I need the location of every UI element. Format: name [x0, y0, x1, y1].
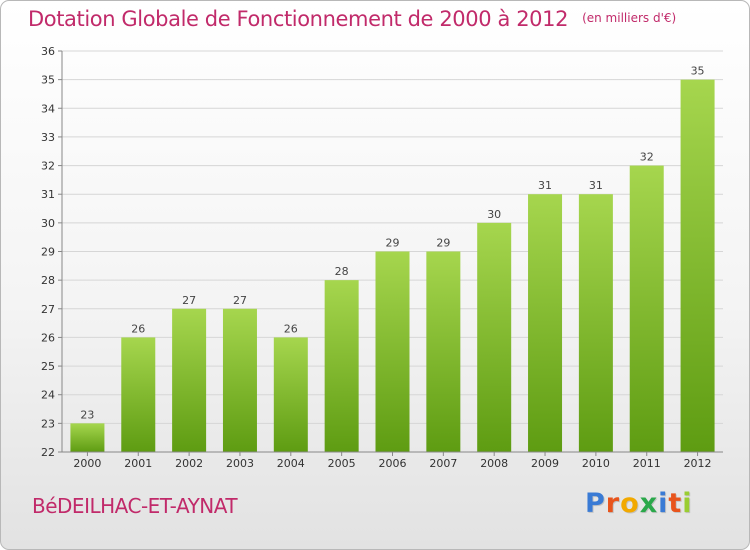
y-tick-label: 30 — [41, 217, 55, 230]
y-tick-label: 25 — [41, 360, 55, 373]
logo-letter: x — [639, 488, 659, 519]
logo-letter: o — [620, 488, 640, 519]
logo-letter: t — [668, 488, 683, 519]
value-label: 27 — [182, 294, 196, 307]
x-tick-label: 2002 — [175, 457, 203, 470]
value-label: 29 — [436, 237, 450, 250]
bar-2001[interactable] — [121, 337, 156, 452]
y-tick-label: 35 — [41, 74, 55, 87]
proxiti-logo[interactable]: Proxiti — [585, 488, 693, 519]
y-tick-label: 31 — [41, 188, 55, 201]
bar-2004[interactable] — [273, 337, 308, 452]
value-label: 30 — [487, 208, 501, 221]
y-tick-label: 32 — [41, 160, 55, 173]
x-tick-label: 2012 — [684, 457, 712, 470]
value-label: 31 — [538, 179, 552, 192]
y-tick-label: 23 — [41, 417, 55, 430]
y-tick-label: 34 — [41, 102, 55, 115]
x-tick-label: 2000 — [73, 457, 101, 470]
title-row: Dotation Globale de Fonctionnement de 20… — [28, 7, 676, 31]
y-tick-label: 36 — [41, 45, 55, 58]
bar-2011[interactable] — [629, 165, 664, 453]
logo-letter: r — [605, 488, 621, 519]
value-label: 35 — [691, 65, 705, 78]
value-label: 31 — [589, 179, 603, 192]
y-tick-label: 29 — [41, 246, 55, 259]
x-tick-label: 2011 — [633, 457, 661, 470]
x-tick-label: 2006 — [379, 457, 407, 470]
value-label: 26 — [131, 322, 145, 335]
value-label: 26 — [284, 322, 298, 335]
y-tick-label: 26 — [41, 331, 55, 344]
value-label: 23 — [80, 408, 94, 421]
x-tick-label: 2004 — [277, 457, 305, 470]
x-tick-label: 2009 — [531, 457, 559, 470]
chart-title: Dotation Globale de Fonctionnement de 20… — [28, 7, 569, 31]
y-tick-label: 27 — [41, 303, 55, 316]
value-label: 32 — [640, 151, 654, 164]
unit-note: (en milliers d'€) — [582, 11, 677, 25]
x-tick-label: 2010 — [582, 457, 610, 470]
bar-2009[interactable] — [528, 194, 563, 452]
value-label: 27 — [233, 294, 247, 307]
bar-2010[interactable] — [578, 194, 613, 452]
x-tick-label: 2007 — [429, 457, 457, 470]
value-label: 28 — [335, 265, 349, 278]
bar-2003[interactable] — [222, 308, 257, 452]
y-tick-label: 28 — [41, 274, 55, 287]
y-tick-label: 24 — [41, 389, 55, 402]
bar-2002[interactable] — [172, 308, 207, 452]
commune-name: BéDEILHAC-ET-AYNAT — [32, 494, 238, 518]
bar-2007[interactable] — [426, 251, 461, 453]
bar-2008[interactable] — [477, 222, 512, 452]
bar-2005[interactable] — [324, 280, 359, 452]
x-tick-label: 2005 — [328, 457, 356, 470]
bar-2006[interactable] — [375, 251, 410, 453]
bar-2000[interactable] — [70, 423, 105, 452]
bar-2012[interactable] — [680, 79, 715, 453]
value-label: 29 — [386, 237, 400, 250]
logo-letter: i — [682, 488, 693, 519]
x-tick-label: 2003 — [226, 457, 254, 470]
logo-letter: i — [658, 488, 669, 519]
logo-letter: P — [585, 488, 606, 519]
y-tick-label: 33 — [41, 131, 55, 144]
x-tick-label: 2008 — [480, 457, 508, 470]
y-tick-label: 22 — [41, 446, 55, 459]
x-tick-label: 2001 — [124, 457, 152, 470]
